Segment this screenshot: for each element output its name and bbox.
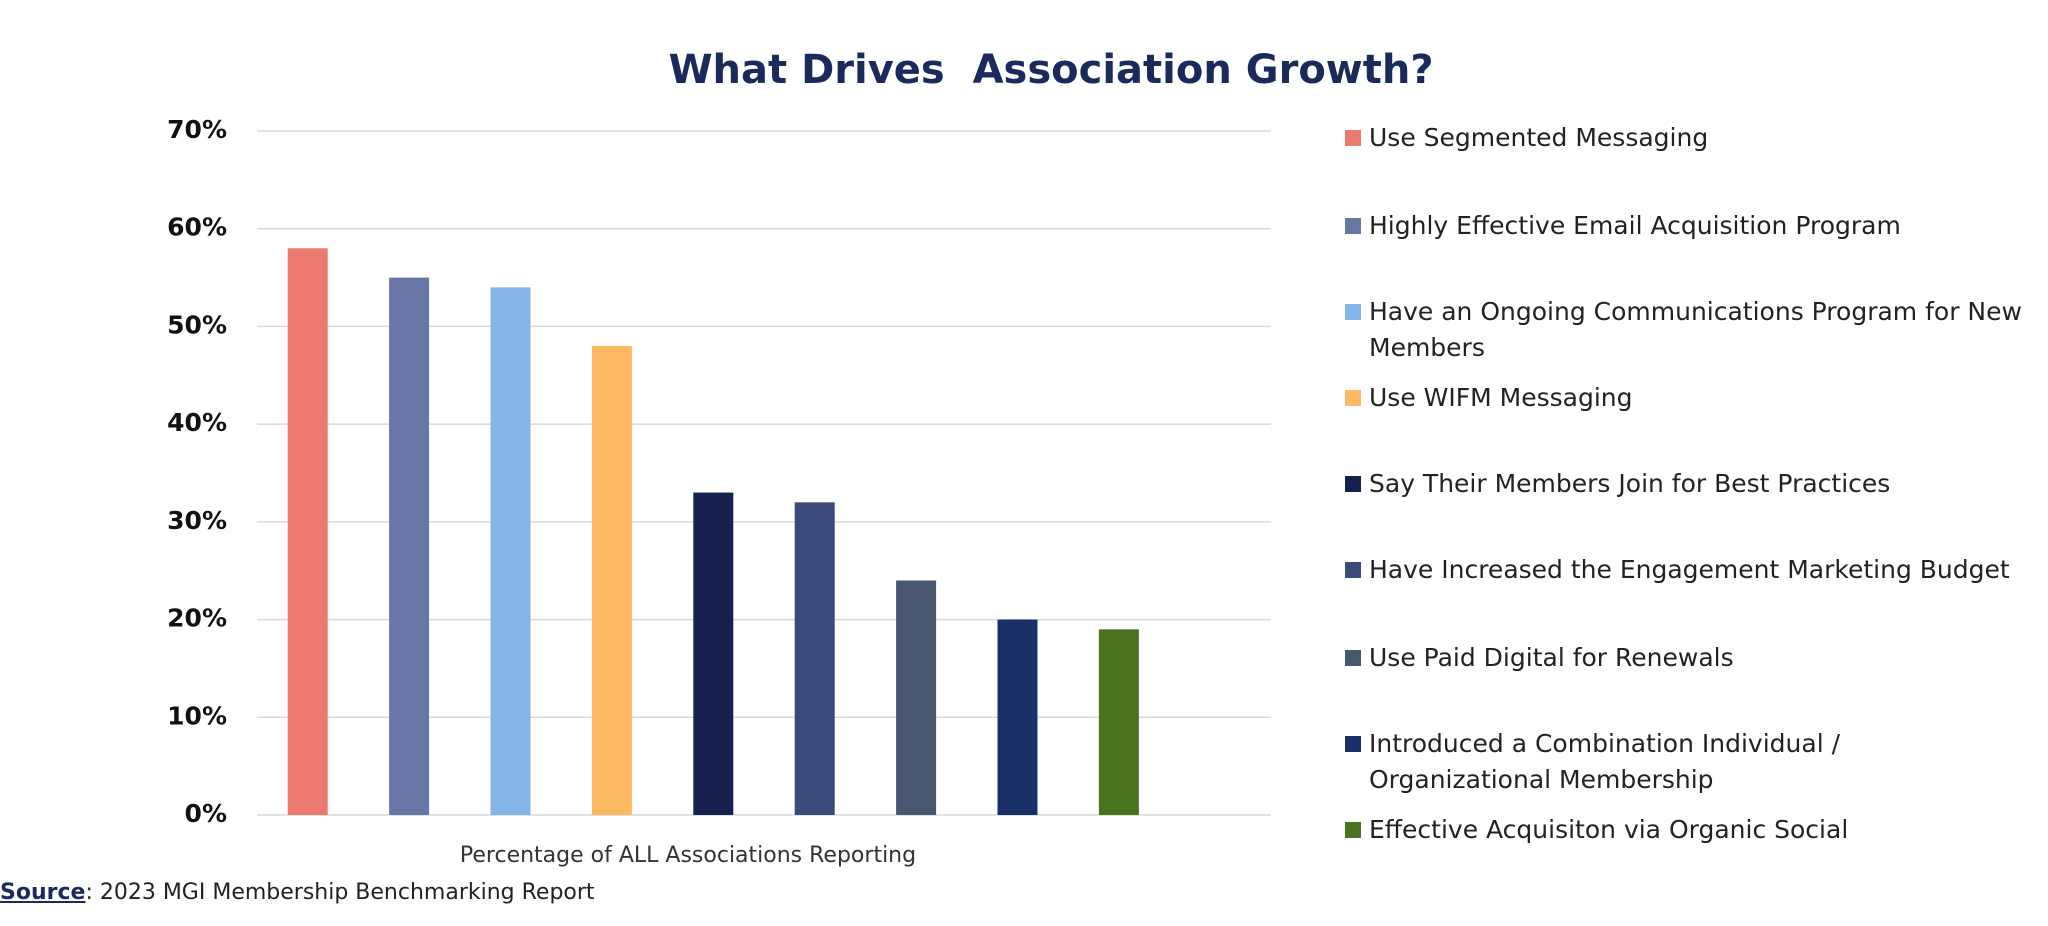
legend-item: Have Increased the Engagement Marketing … <box>1345 552 2025 588</box>
y-tick-label: 20% <box>167 604 227 633</box>
legend-item: Highly Effective Email Acquisition Progr… <box>1345 208 2025 244</box>
bar <box>287 248 328 815</box>
legend-label: Highly Effective Email Acquisition Progr… <box>1369 211 1901 240</box>
legend-item: Introduced a Combination Individual / Or… <box>1345 726 2025 798</box>
legend-label: Have Increased the Engagement Marketing … <box>1369 555 2010 584</box>
legend-swatch <box>1345 476 1361 492</box>
y-tick-label: 30% <box>167 506 227 535</box>
bar <box>1098 629 1139 815</box>
legend-label: Use WIFM Messaging <box>1369 383 1633 412</box>
bar <box>591 345 632 815</box>
legend-swatch <box>1345 562 1361 578</box>
legend-swatch <box>1345 218 1361 234</box>
chart-title: What Drives Association Growth? <box>668 47 1433 93</box>
legend-label: Use Segmented Messaging <box>1369 123 1709 152</box>
source-text: : 2023 MGI Membership Benchmarking Repor… <box>85 880 595 905</box>
bar <box>693 492 734 815</box>
legend-label: Effective Acquisiton via Organic Social <box>1369 815 1849 844</box>
x-axis-label: Percentage of ALL Associations Reporting <box>460 843 916 868</box>
legend-item: Use Segmented Messaging <box>1345 120 2025 156</box>
legend-swatch <box>1345 304 1361 320</box>
legend-swatch <box>1345 736 1361 752</box>
y-tick-label: 70% <box>167 115 227 144</box>
legend-swatch <box>1345 390 1361 406</box>
y-tick-label: 10% <box>167 701 227 730</box>
legend-label: Say Their Members Join for Best Practice… <box>1369 469 1891 498</box>
legend-item: Use Paid Digital for Renewals <box>1345 640 2025 676</box>
bar <box>794 502 835 815</box>
legend-swatch <box>1345 130 1361 146</box>
bar <box>389 277 430 816</box>
y-tick-label: 40% <box>167 408 227 437</box>
legend-swatch <box>1345 822 1361 838</box>
source: Source: 2023 MGI Membership Benchmarking… <box>0 880 595 905</box>
legend-item: Say Their Members Join for Best Practice… <box>1345 466 2025 502</box>
legend-label: Introduced a Combination Individual / Or… <box>1369 729 1841 794</box>
legend-item: Use WIFM Messaging <box>1345 380 2025 416</box>
legend-item: Have an Ongoing Communications Program f… <box>1345 294 2025 366</box>
bar <box>896 580 937 815</box>
legend-label: Use Paid Digital for Renewals <box>1369 643 1734 672</box>
bar <box>490 287 531 815</box>
y-tick-label: 60% <box>167 213 227 242</box>
y-tick-label: 0% <box>185 799 227 828</box>
legend-item: Effective Acquisiton via Organic Social <box>1345 812 2025 848</box>
legend-label: Have an Ongoing Communications Program f… <box>1369 297 2022 362</box>
bar <box>997 619 1038 815</box>
source-label: Source <box>0 880 86 905</box>
y-tick-label: 50% <box>167 310 227 339</box>
legend-swatch <box>1345 650 1361 666</box>
